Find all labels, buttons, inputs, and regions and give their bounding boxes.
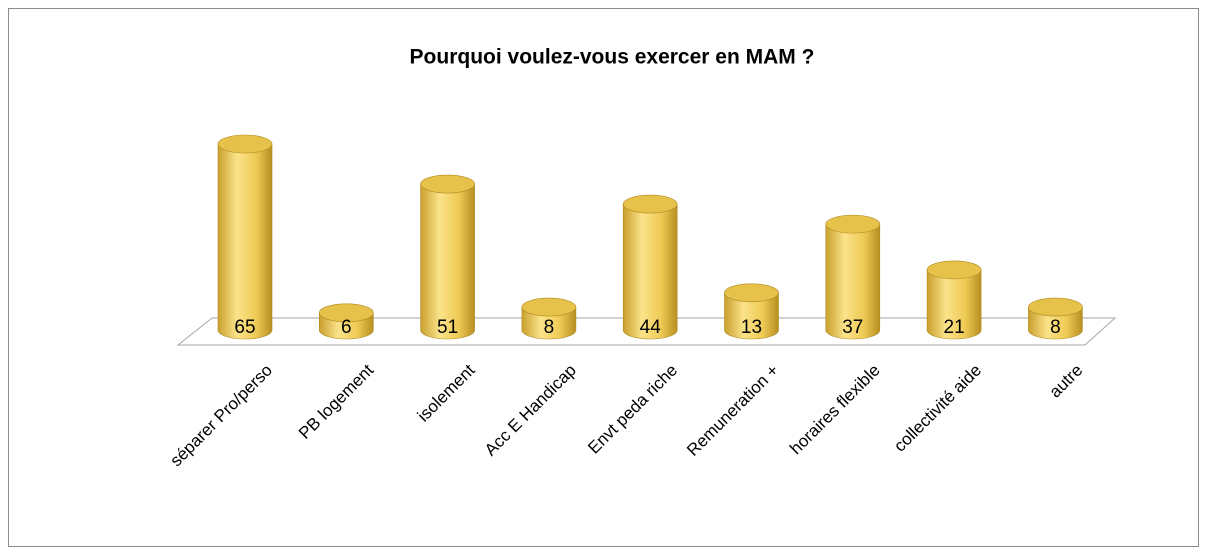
cylinder-top [926,260,982,280]
cylinder [724,292,779,340]
cylinder-top [622,194,678,214]
chart-border [8,8,1199,547]
value-label: 44 [640,317,662,338]
value-label: 21 [944,317,965,338]
cylinder-top [1028,297,1083,317]
value-label: 37 [842,317,863,338]
cylinder-top [318,303,374,323]
cylinder [622,203,678,340]
cylinder-top [825,214,881,234]
value-label: 6 [341,317,352,338]
cylinder-top [724,283,779,303]
cylinder-top [217,134,273,154]
value-label: 51 [437,317,458,338]
cylinder [420,183,475,340]
cylinder-top [420,174,475,194]
chart-title: Pourquoi voulez-vous exercer en MAM ? [410,46,815,69]
cylinder [217,143,273,340]
value-label: 8 [544,317,555,338]
cylinder [825,223,881,340]
cylinder-top [521,297,577,317]
cylinder [926,269,982,340]
value-label: 13 [741,317,762,338]
value-label: 65 [234,317,255,338]
value-label: 8 [1050,317,1061,338]
